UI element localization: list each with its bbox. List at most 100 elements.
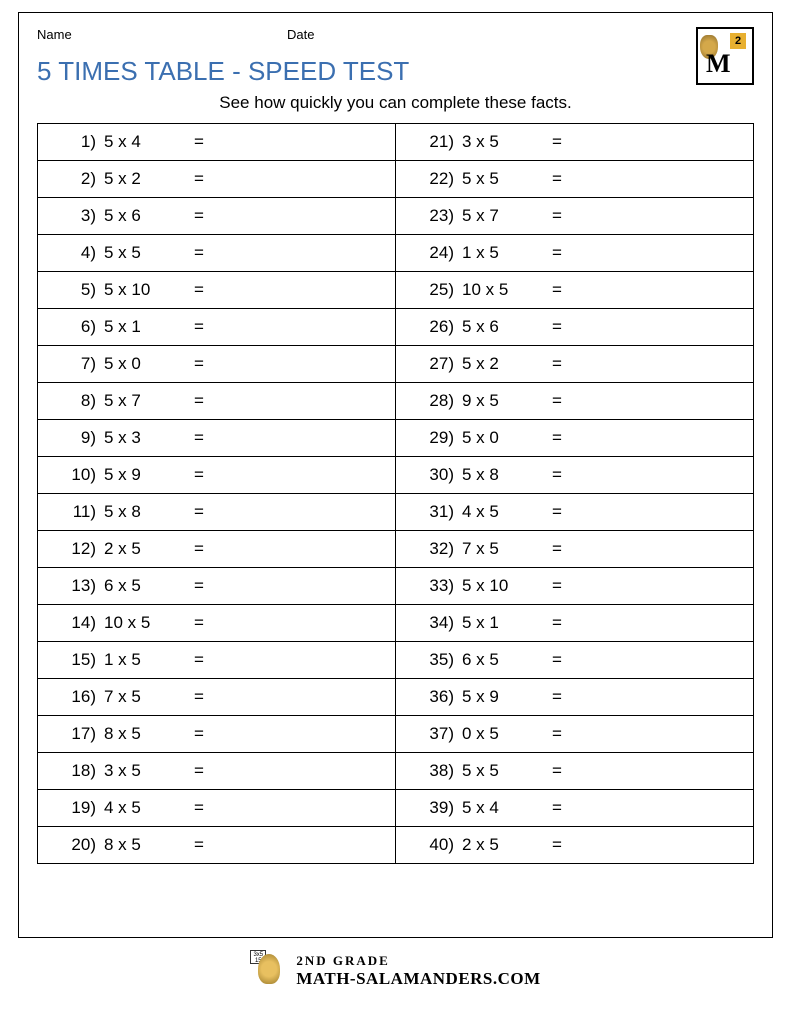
logo-icon: 2 M — [698, 29, 752, 83]
fact-cell: 19)4 x 5= — [38, 790, 396, 827]
problem-number: 20) — [52, 835, 104, 855]
footer-text: 2ND GRADE MATH-SALAMANDERS.COM — [296, 953, 540, 989]
problem-number: 19) — [52, 798, 104, 818]
problem-number: 8) — [52, 391, 104, 411]
problem-expression: 5 x 3 — [104, 428, 184, 448]
fact-cell: 21)3 x 5= — [396, 124, 754, 161]
problem-number: 29) — [410, 428, 462, 448]
problem-expression: 5 x 1 — [104, 317, 184, 337]
footer: 3x5 15 2ND GRADE MATH-SALAMANDERS.COM — [0, 950, 791, 997]
equals-sign: = — [184, 798, 214, 818]
equals-sign: = — [542, 650, 572, 670]
problem-number: 26) — [410, 317, 462, 337]
equals-sign: = — [184, 687, 214, 707]
fact-cell: 14)10 x 5= — [38, 605, 396, 642]
fact-cell: 32)7 x 5= — [396, 531, 754, 568]
problem-number: 36) — [410, 687, 462, 707]
equals-sign: = — [542, 539, 572, 559]
equals-sign: = — [542, 243, 572, 263]
problem-number: 13) — [52, 576, 104, 596]
header-row: Name Date — [37, 23, 754, 50]
fact-cell: 17)8 x 5= — [38, 716, 396, 753]
fact-cell: 35)6 x 5= — [396, 642, 754, 679]
problem-expression: 4 x 5 — [462, 502, 542, 522]
fact-cell: 8)5 x 7= — [38, 383, 396, 420]
problem-expression: 5 x 8 — [104, 502, 184, 522]
fact-cell: 9)5 x 3= — [38, 420, 396, 457]
equals-sign: = — [542, 687, 572, 707]
equals-sign: = — [184, 354, 214, 374]
fact-cell: 39)5 x 4= — [396, 790, 754, 827]
problem-expression: 5 x 2 — [104, 169, 184, 189]
fact-cell: 30)5 x 8= — [396, 457, 754, 494]
problem-expression: 0 x 5 — [462, 724, 542, 744]
equals-sign: = — [184, 576, 214, 596]
fact-cell: 26)5 x 6= — [396, 309, 754, 346]
page-subtitle: See how quickly you can complete these f… — [37, 93, 754, 113]
problem-number: 32) — [410, 539, 462, 559]
logo-grade-badge: 2 — [730, 33, 746, 49]
fact-cell: 34)5 x 1= — [396, 605, 754, 642]
equals-sign: = — [184, 428, 214, 448]
problem-number: 16) — [52, 687, 104, 707]
problem-expression: 1 x 5 — [104, 650, 184, 670]
equals-sign: = — [184, 169, 214, 189]
worksheet-page: Name Date 2 M 5 TIMES TABLE - SPEED TEST… — [18, 12, 773, 938]
fact-cell: 24)1 x 5= — [396, 235, 754, 272]
salamander-icon: 3x5 15 — [250, 950, 286, 992]
equals-sign: = — [184, 761, 214, 781]
problem-number: 6) — [52, 317, 104, 337]
problem-expression: 5 x 4 — [104, 132, 184, 152]
fact-cell: 40)2 x 5= — [396, 827, 754, 864]
fact-cell: 28)9 x 5= — [396, 383, 754, 420]
equals-sign: = — [184, 650, 214, 670]
problem-number: 31) — [410, 502, 462, 522]
problem-expression: 2 x 5 — [104, 539, 184, 559]
fact-cell: 7)5 x 0= — [38, 346, 396, 383]
problem-expression: 5 x 0 — [462, 428, 542, 448]
problem-expression: 7 x 5 — [104, 687, 184, 707]
problem-expression: 9 x 5 — [462, 391, 542, 411]
page-title: 5 TIMES TABLE - SPEED TEST — [37, 56, 754, 87]
equals-sign: = — [542, 465, 572, 485]
problem-number: 3) — [52, 206, 104, 226]
equals-sign: = — [542, 206, 572, 226]
equals-sign: = — [542, 317, 572, 337]
equals-sign: = — [184, 391, 214, 411]
problem-expression: 5 x 6 — [104, 206, 184, 226]
equals-sign: = — [184, 280, 214, 300]
problem-number: 40) — [410, 835, 462, 855]
problem-expression: 1 x 5 — [462, 243, 542, 263]
fact-cell: 15)1 x 5= — [38, 642, 396, 679]
problem-expression: 5 x 10 — [104, 280, 184, 300]
equals-sign: = — [184, 243, 214, 263]
problem-expression: 5 x 4 — [462, 798, 542, 818]
problem-number: 1) — [52, 132, 104, 152]
problem-expression: 5 x 7 — [462, 206, 542, 226]
problem-number: 33) — [410, 576, 462, 596]
problem-expression: 5 x 0 — [104, 354, 184, 374]
date-label: Date — [287, 27, 487, 42]
equals-sign: = — [184, 724, 214, 744]
problem-number: 22) — [410, 169, 462, 189]
problem-expression: 5 x 5 — [104, 243, 184, 263]
equals-sign: = — [184, 502, 214, 522]
fact-cell: 3)5 x 6= — [38, 198, 396, 235]
problem-expression: 6 x 5 — [462, 650, 542, 670]
problem-number: 24) — [410, 243, 462, 263]
problem-number: 11) — [52, 502, 104, 522]
equals-sign: = — [542, 835, 572, 855]
equals-sign: = — [542, 798, 572, 818]
problem-number: 2) — [52, 169, 104, 189]
problem-number: 10) — [52, 465, 104, 485]
problem-expression: 5 x 1 — [462, 613, 542, 633]
problem-expression: 5 x 5 — [462, 761, 542, 781]
equals-sign: = — [542, 354, 572, 374]
problem-number: 17) — [52, 724, 104, 744]
equals-sign: = — [542, 280, 572, 300]
problem-expression: 8 x 5 — [104, 835, 184, 855]
equals-sign: = — [542, 724, 572, 744]
fact-cell: 23)5 x 7= — [396, 198, 754, 235]
problem-expression: 6 x 5 — [104, 576, 184, 596]
fact-cell: 38)5 x 5= — [396, 753, 754, 790]
